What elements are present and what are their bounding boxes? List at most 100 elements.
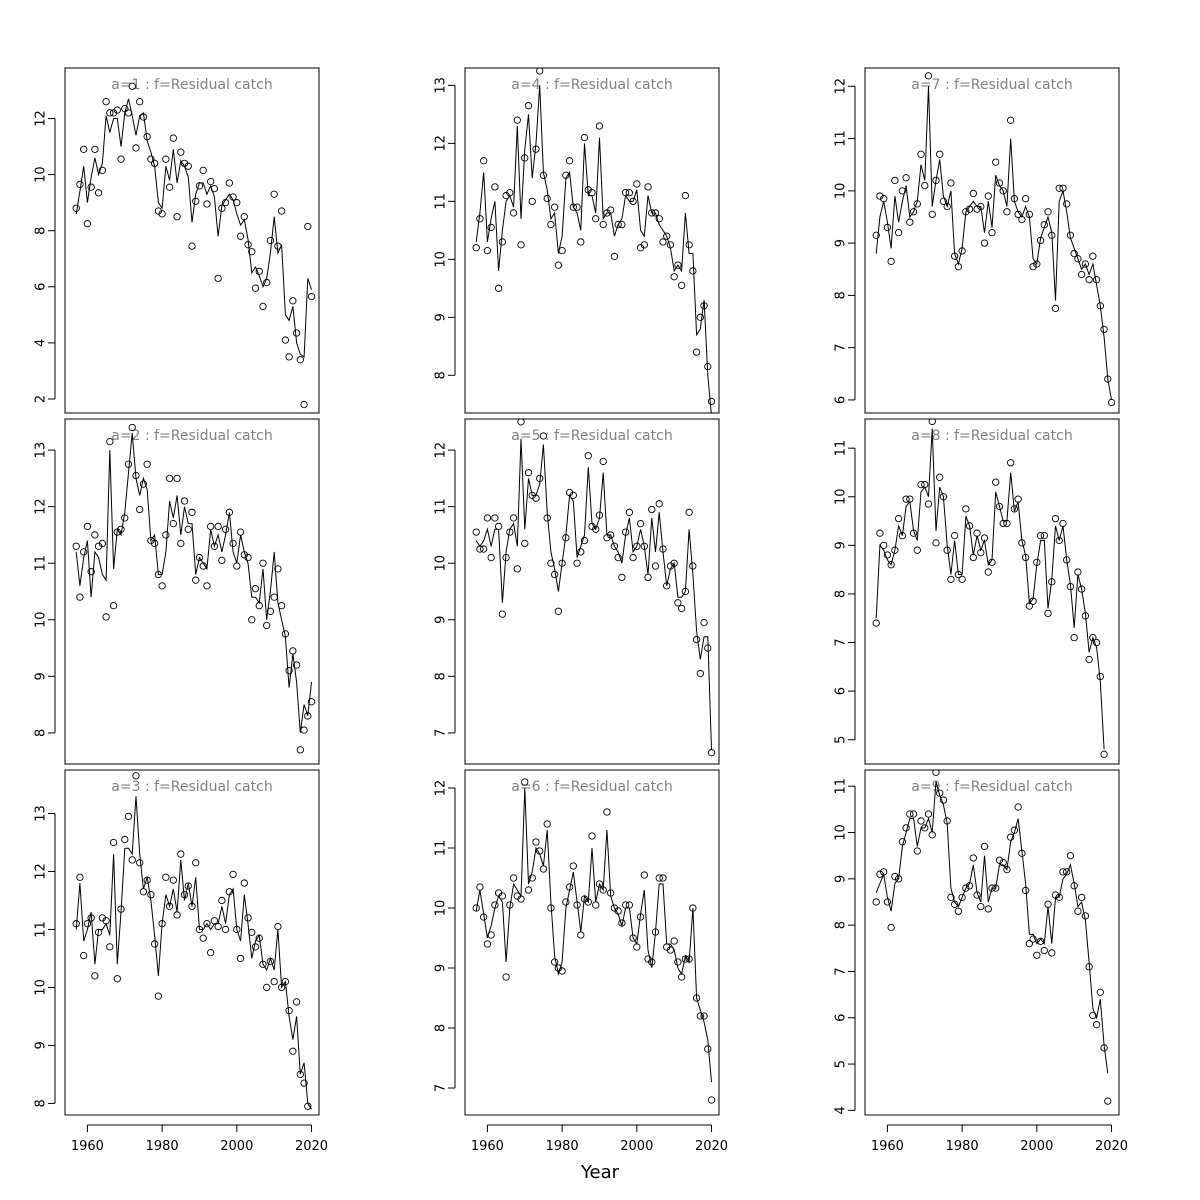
observed-point	[195, 925, 204, 934]
observed-point	[83, 220, 92, 228]
observed-point	[625, 508, 634, 516]
observed-point	[1104, 375, 1112, 383]
observed-point	[614, 907, 622, 915]
y-tick-label: 6	[834, 687, 849, 695]
observed-point	[554, 261, 563, 269]
observed-point	[72, 920, 80, 928]
observed-point	[150, 940, 159, 948]
observed-point	[1077, 270, 1086, 279]
panel-4: a=4 : f=Residual catch 8 9 10 11 12 13	[434, 67, 720, 414]
observed-point	[1029, 262, 1037, 271]
observed-point	[1033, 260, 1041, 268]
observed-point	[928, 210, 936, 219]
observed-point	[644, 183, 652, 191]
observed-point	[569, 862, 577, 870]
observed-point	[113, 975, 121, 983]
observed-point	[876, 192, 884, 200]
observed-point	[700, 618, 708, 627]
observed-point	[1085, 963, 1093, 971]
observed-point	[880, 195, 888, 203]
observed-point	[199, 166, 207, 175]
observed-point	[76, 180, 84, 189]
observed-point	[162, 155, 170, 163]
observed-point	[689, 267, 697, 275]
observed-point	[958, 247, 966, 255]
y-tick-label: 10	[434, 251, 449, 268]
observed-point	[498, 238, 507, 246]
observed-point	[898, 187, 907, 195]
observed-point	[494, 284, 503, 292]
observed-point	[221, 198, 230, 207]
observed-point	[102, 613, 110, 621]
observed-point	[894, 875, 903, 883]
observed-point	[592, 215, 600, 223]
observed-point	[521, 539, 529, 548]
plot-area	[472, 419, 716, 757]
observed-point	[588, 189, 596, 197]
observed-point	[876, 870, 884, 878]
observed-point	[588, 832, 596, 840]
panel-frame	[864, 418, 1120, 765]
observed-point	[924, 72, 933, 80]
observed-point	[880, 868, 888, 876]
observed-point	[106, 437, 114, 446]
observed-point	[592, 901, 600, 909]
observed-point	[980, 534, 989, 542]
y-tick-label: 8	[434, 672, 449, 680]
observed-point	[636, 913, 645, 921]
observed-point	[240, 879, 248, 887]
plot-area	[72, 772, 312, 1110]
observed-point	[169, 519, 177, 528]
observed-point	[950, 252, 959, 260]
observed-point	[476, 215, 484, 223]
observed-point	[169, 876, 177, 884]
observed-point	[177, 148, 185, 156]
observed-point	[1021, 195, 1030, 203]
observed-point	[663, 582, 671, 590]
observed-point	[509, 514, 518, 522]
observed-point	[584, 898, 592, 906]
observed-point	[106, 943, 114, 951]
observed-point	[1074, 568, 1082, 576]
observed-point	[655, 874, 663, 882]
y-tick-label: 5	[834, 736, 849, 744]
observed-point	[517, 419, 525, 426]
observed-point	[595, 880, 604, 888]
observed-point	[506, 901, 514, 909]
observed-point	[1063, 200, 1071, 208]
observed-point	[625, 189, 634, 197]
panel-frame	[64, 769, 320, 1116]
observed-point	[558, 559, 566, 567]
observed-point	[521, 778, 529, 786]
observed-point	[259, 559, 267, 567]
observed-point	[1081, 260, 1090, 268]
observed-point	[995, 502, 1004, 511]
observed-point	[225, 888, 234, 896]
observed-point	[913, 546, 921, 554]
observed-point	[91, 972, 99, 980]
observed-point	[248, 616, 256, 624]
observed-point	[221, 925, 230, 934]
observed-point	[229, 539, 237, 548]
observed-point	[1092, 638, 1101, 647]
observed-point	[621, 528, 630, 536]
observed-point	[91, 145, 99, 153]
observed-point	[1066, 231, 1075, 239]
observed-point	[203, 582, 211, 590]
observed-point	[550, 570, 559, 579]
observed-point	[304, 1102, 312, 1110]
observed-point	[218, 204, 226, 212]
panel-5: a=5 : f=Residual catch 7 8 9 10 11 12	[434, 418, 720, 765]
y-tick-label: 9	[34, 672, 49, 680]
observed-point	[491, 183, 499, 191]
observed-point	[651, 562, 660, 570]
panel-title: a=7 : f=Residual catch	[911, 77, 1072, 93]
observed-point	[1104, 1097, 1112, 1105]
observed-point	[502, 553, 510, 562]
y-tick-label: 13	[434, 77, 449, 94]
observed-point	[674, 958, 682, 966]
observed-point	[199, 934, 207, 942]
observed-point	[965, 522, 974, 530]
observed-point	[270, 190, 278, 198]
observed-point	[150, 159, 159, 168]
